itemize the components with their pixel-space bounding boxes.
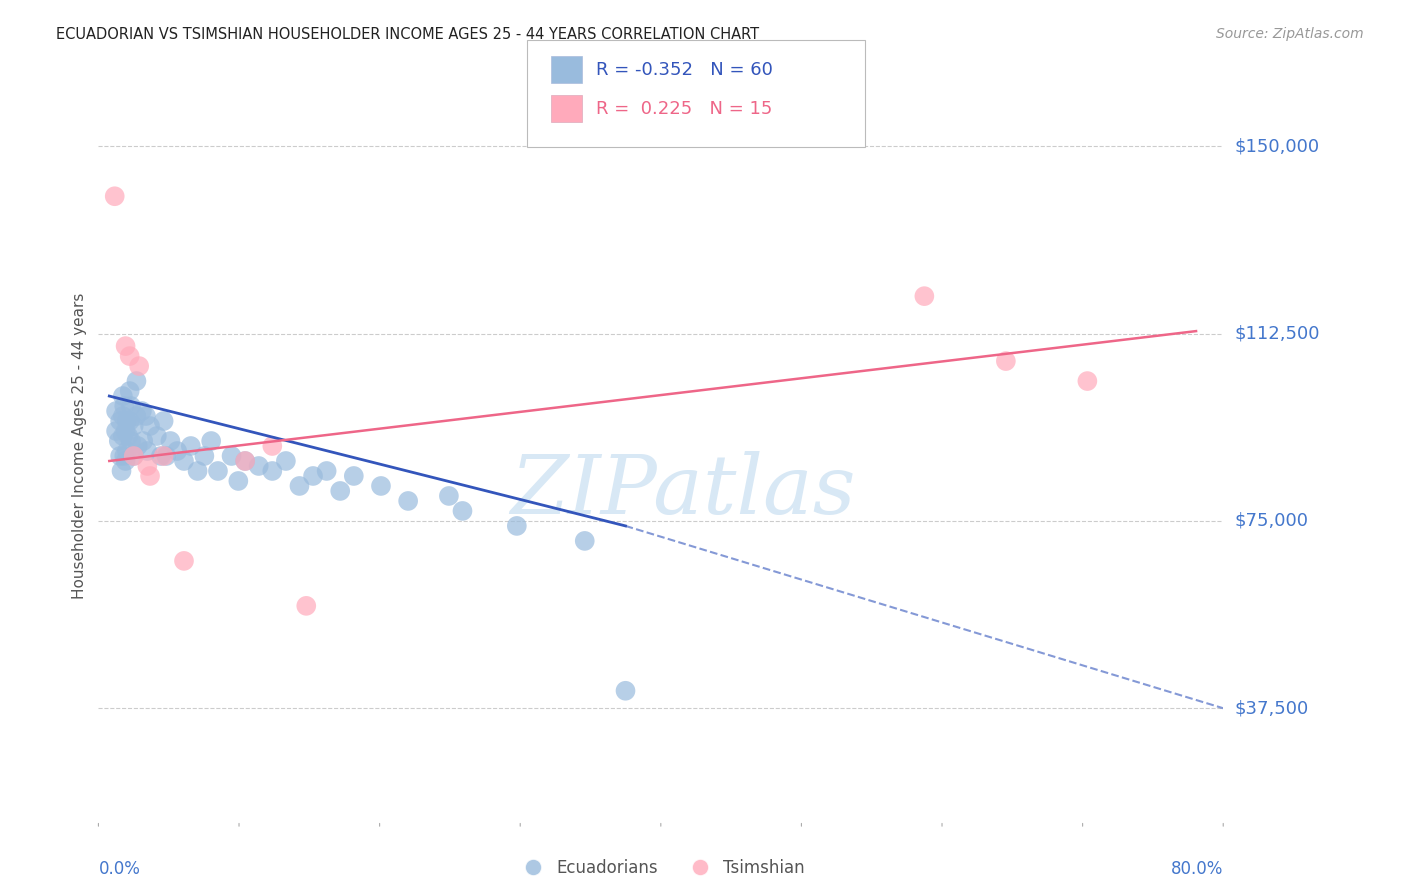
- Point: [118, 349, 141, 363]
- Text: R = -0.352   N = 60: R = -0.352 N = 60: [596, 61, 773, 78]
- Point: [131, 404, 153, 418]
- Point: [128, 359, 150, 373]
- Point: [136, 444, 159, 458]
- Text: ZIPatlas: ZIPatlas: [510, 451, 856, 531]
- Text: $112,500: $112,500: [1234, 325, 1320, 343]
- Point: [117, 429, 139, 443]
- Point: [506, 519, 529, 533]
- Point: [614, 683, 637, 698]
- Point: [437, 489, 460, 503]
- Point: [111, 409, 134, 423]
- Point: [149, 449, 172, 463]
- Point: [187, 464, 209, 478]
- Point: [396, 494, 419, 508]
- Point: [107, 434, 129, 448]
- Point: [247, 458, 270, 473]
- Point: [115, 444, 138, 458]
- Point: [132, 434, 155, 448]
- Point: [166, 444, 188, 458]
- Point: [111, 389, 134, 403]
- Point: [120, 399, 142, 413]
- Point: [112, 449, 135, 463]
- Point: [1076, 374, 1098, 388]
- Point: [136, 458, 159, 473]
- Point: [262, 439, 284, 453]
- Point: [114, 424, 136, 438]
- Point: [120, 434, 142, 448]
- Point: [233, 454, 256, 468]
- Point: [115, 414, 138, 428]
- Text: $75,000: $75,000: [1234, 512, 1309, 530]
- Text: $150,000: $150,000: [1234, 137, 1319, 155]
- Point: [114, 454, 136, 468]
- Point: [122, 449, 145, 463]
- Text: 80.0%: 80.0%: [1171, 860, 1223, 878]
- Point: [173, 554, 195, 568]
- Text: $37,500: $37,500: [1234, 699, 1309, 717]
- Point: [104, 189, 127, 203]
- Point: [146, 429, 169, 443]
- Point: [118, 384, 141, 398]
- Point: [288, 479, 311, 493]
- Point: [110, 464, 132, 478]
- Point: [315, 464, 337, 478]
- Text: ECUADORIAN VS TSIMSHIAN HOUSEHOLDER INCOME AGES 25 - 44 YEARS CORRELATION CHART: ECUADORIAN VS TSIMSHIAN HOUSEHOLDER INCO…: [56, 27, 759, 42]
- Point: [135, 409, 157, 423]
- Point: [370, 479, 392, 493]
- Point: [112, 399, 135, 413]
- Point: [274, 454, 297, 468]
- Text: R =  0.225   N = 15: R = 0.225 N = 15: [596, 100, 772, 118]
- Point: [122, 419, 145, 434]
- Point: [295, 599, 318, 613]
- Point: [108, 449, 131, 463]
- Point: [233, 454, 256, 468]
- Point: [125, 409, 148, 423]
- Point: [343, 469, 366, 483]
- Point: [111, 429, 134, 443]
- Legend: Ecuadorians, Tsimshian: Ecuadorians, Tsimshian: [510, 852, 811, 883]
- Point: [108, 414, 131, 428]
- Point: [207, 464, 229, 478]
- Point: [125, 374, 148, 388]
- Point: [912, 289, 935, 303]
- Point: [173, 454, 195, 468]
- Point: [451, 504, 474, 518]
- Point: [105, 404, 128, 418]
- Y-axis label: Householder Income Ages 25 - 44 years: Householder Income Ages 25 - 44 years: [72, 293, 87, 599]
- Point: [127, 439, 149, 453]
- Point: [200, 434, 222, 448]
- Point: [105, 424, 128, 438]
- Point: [329, 483, 352, 498]
- Point: [574, 533, 596, 548]
- Point: [155, 449, 177, 463]
- Text: 0.0%: 0.0%: [98, 860, 141, 878]
- Point: [152, 449, 174, 463]
- Point: [193, 449, 215, 463]
- Point: [228, 474, 250, 488]
- Point: [114, 339, 136, 353]
- Point: [152, 414, 174, 428]
- Point: [159, 434, 181, 448]
- Point: [994, 354, 1017, 368]
- Point: [221, 449, 243, 463]
- Point: [302, 469, 325, 483]
- Point: [180, 439, 202, 453]
- Point: [118, 414, 141, 428]
- Point: [262, 464, 284, 478]
- Text: Source: ZipAtlas.com: Source: ZipAtlas.com: [1216, 27, 1364, 41]
- Point: [139, 469, 162, 483]
- Point: [122, 449, 145, 463]
- Point: [139, 419, 162, 434]
